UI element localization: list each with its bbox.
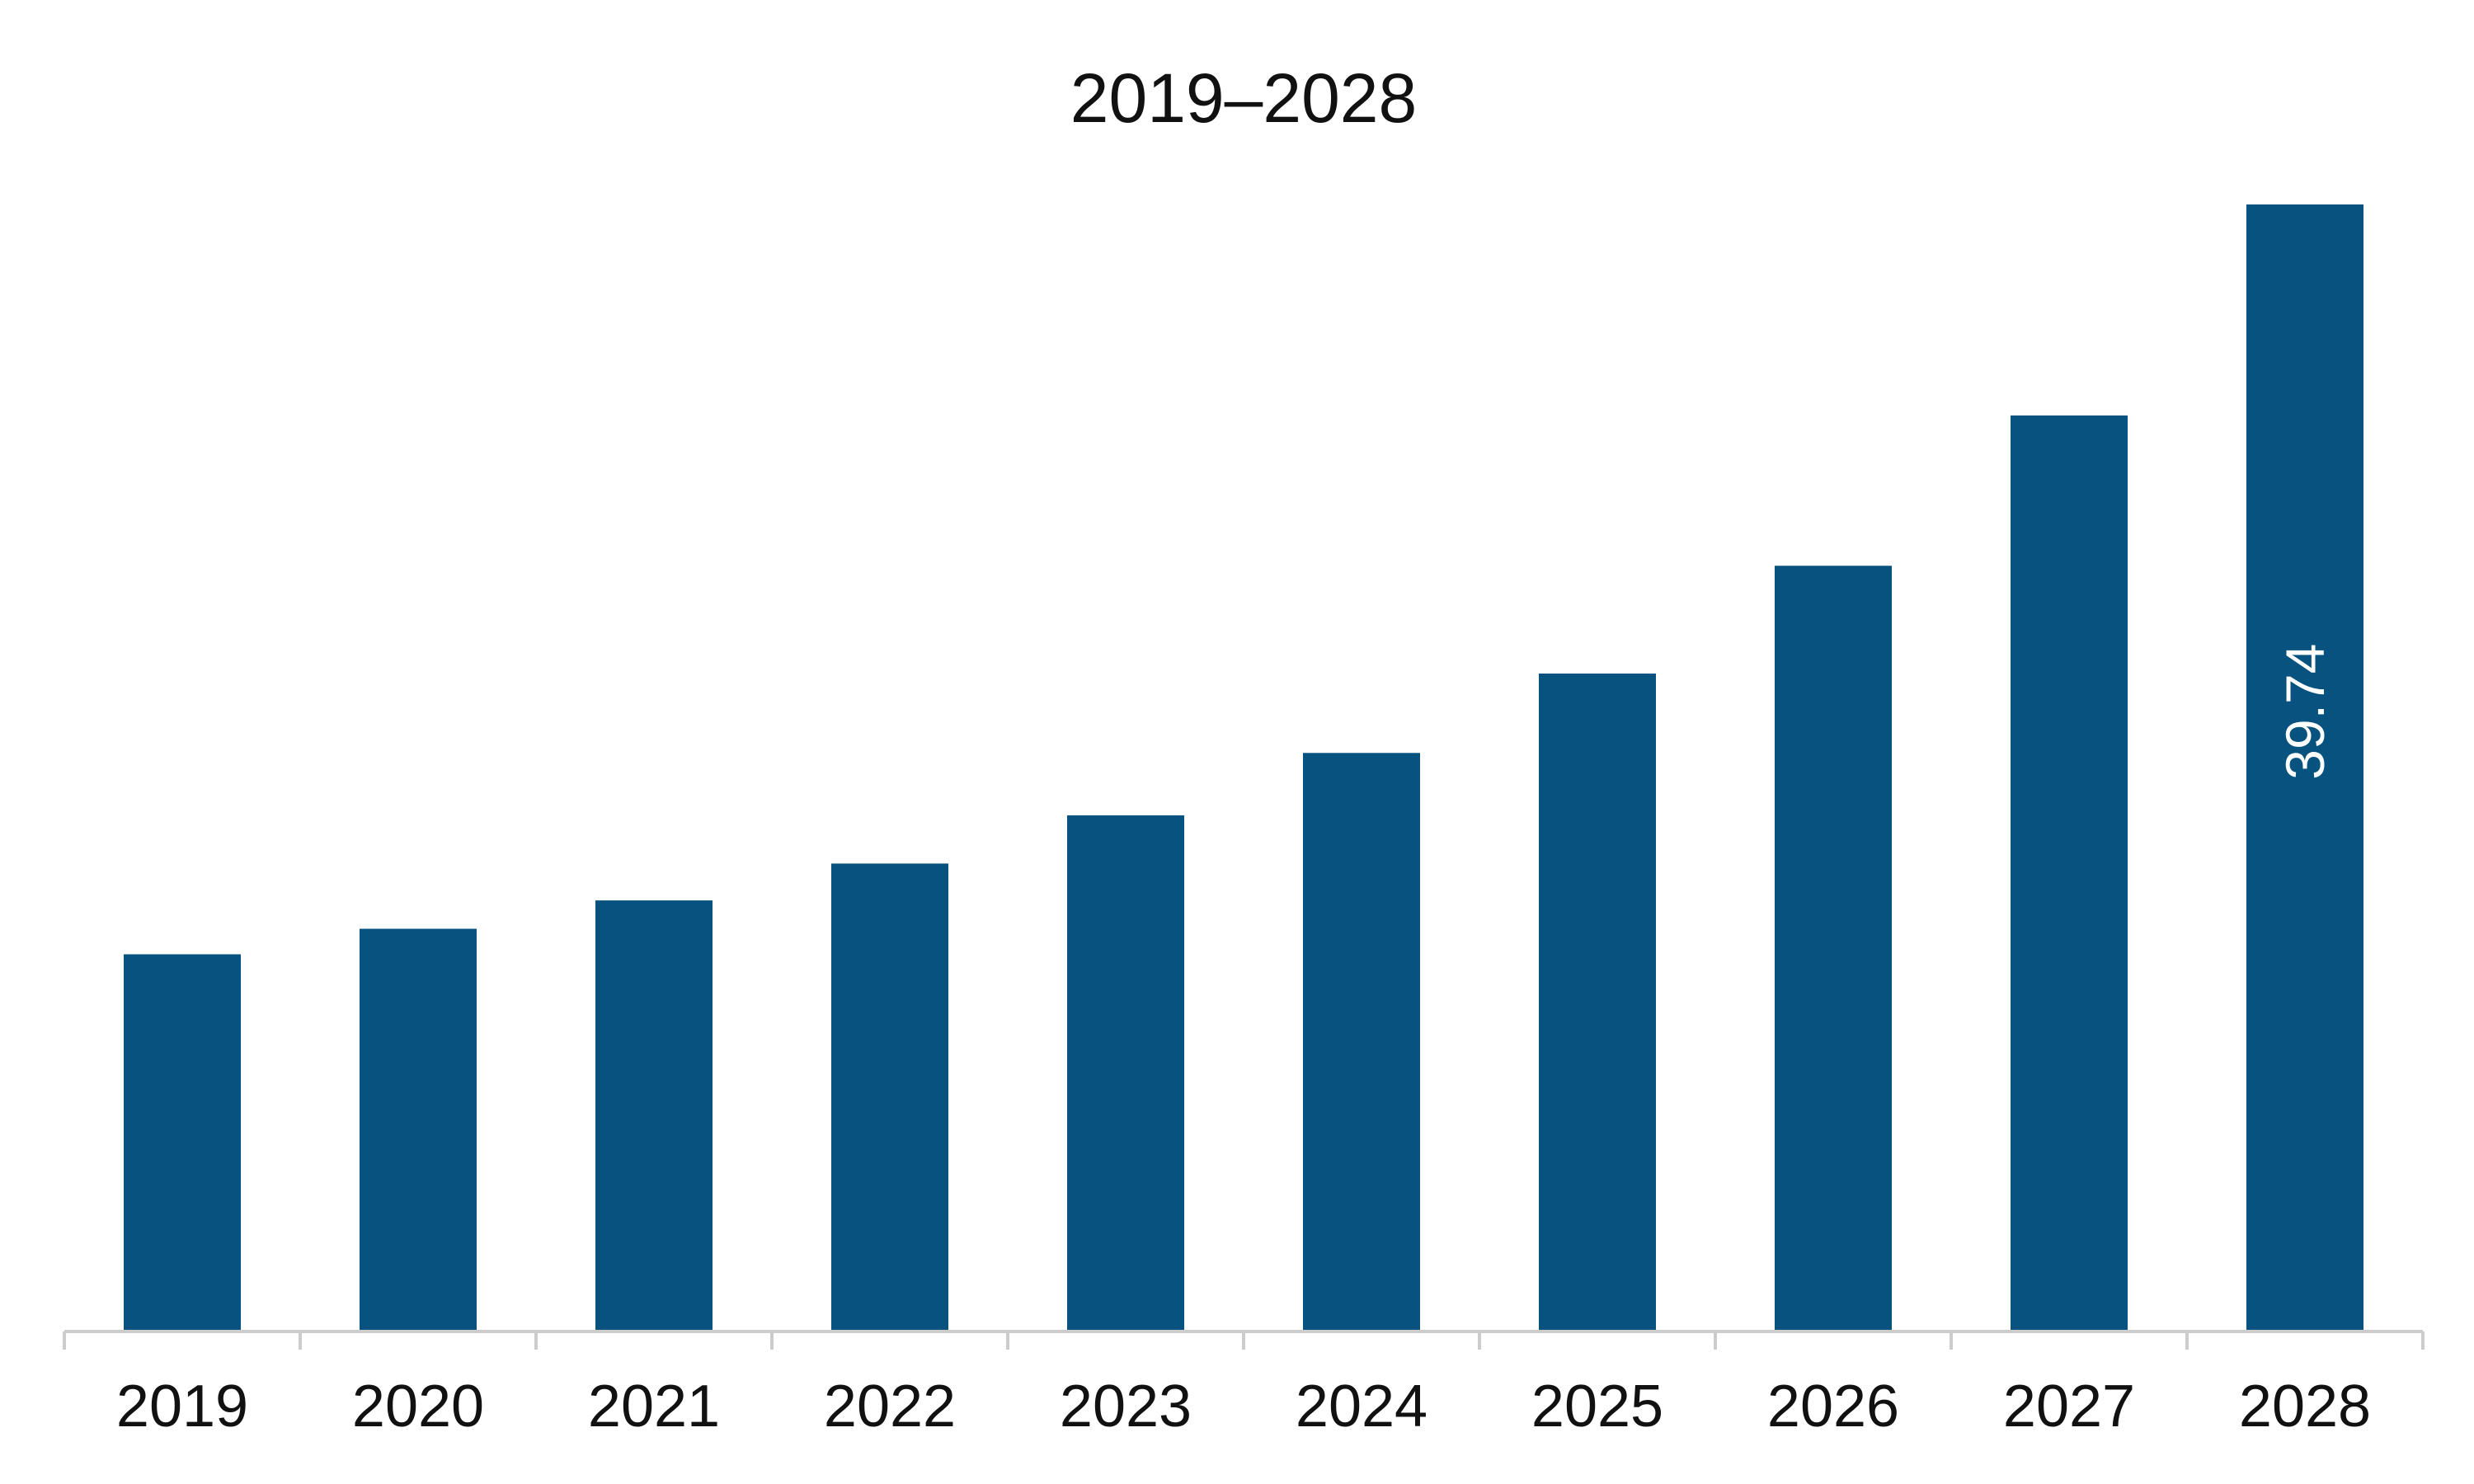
x-tick-label: 2022	[824, 1374, 956, 1439]
chart-title: 2019–2028	[1070, 59, 1417, 137]
data-label-2028: 39.74	[2274, 644, 2335, 780]
bars-layer	[124, 204, 2363, 1331]
bar-2027	[2011, 415, 2128, 1331]
bar-2020	[360, 928, 477, 1331]
labels-layer: 2019 2020 2021 2022 2023 2024 2025 2026 2027 2028…	[116, 644, 2371, 1439]
x-tick-label: 2027	[2003, 1374, 2135, 1439]
x-axis	[63, 1330, 2425, 1350]
bar-2019	[124, 954, 241, 1331]
bar-2023	[1067, 815, 1184, 1331]
bar-2026	[1775, 566, 1892, 1331]
bar-2022	[831, 863, 948, 1331]
bar-2025	[1539, 673, 1656, 1331]
bar-2028	[2246, 204, 2363, 1331]
bar-2024	[1303, 753, 1420, 1331]
x-tick-label: 2019	[116, 1374, 248, 1439]
x-tick-label: 2026	[1767, 1374, 1899, 1439]
x-tick-label: 2028	[2239, 1374, 2371, 1439]
bar-2021	[595, 900, 713, 1331]
x-tick-label: 2025	[1531, 1374, 1663, 1439]
x-tick-label: 2020	[352, 1374, 484, 1439]
x-tick-label: 2024	[1296, 1374, 1427, 1439]
x-tick-label: 2021	[588, 1374, 720, 1439]
x-tick-label: 2023	[1060, 1374, 1192, 1439]
